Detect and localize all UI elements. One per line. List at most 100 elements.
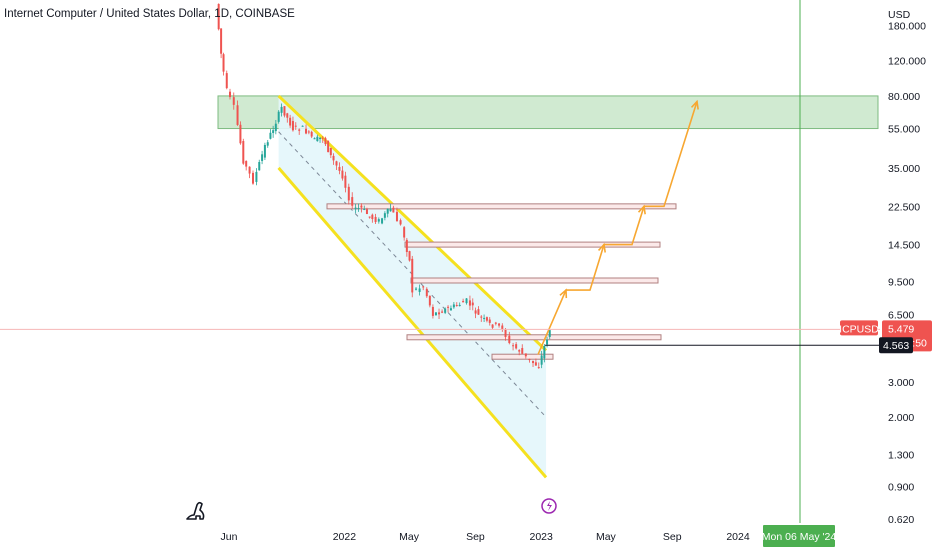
candle-body [225, 73, 228, 89]
candle-body [269, 132, 272, 139]
symbol-tag[interactable] [840, 320, 878, 336]
candle-body [316, 136, 319, 142]
candle-body [392, 207, 395, 213]
candle-body [266, 142, 269, 146]
candle-body [521, 348, 524, 354]
tradingview-logo-icon [186, 501, 205, 520]
candle-body [307, 131, 310, 133]
price-tick-label: 120.000 [888, 56, 926, 68]
channel-lower-line[interactable] [277, 166, 548, 479]
price-tick-label: 35.000 [888, 163, 920, 175]
candle-body [324, 138, 327, 145]
candle-body [515, 344, 518, 349]
candle-body [310, 131, 313, 137]
candle-body [245, 161, 248, 167]
price-tick-label: 0.620 [888, 514, 914, 526]
projection-arrowhead [690, 99, 699, 110]
last-price-value: 5.479 [888, 323, 914, 335]
candle-body [452, 304, 455, 308]
candle-body [368, 216, 371, 218]
time-tick-label: 2023 [530, 531, 554, 543]
price-tick-label: 0.900 [888, 482, 914, 494]
candle-body [286, 113, 289, 118]
lightning-bolt-icon [547, 501, 552, 511]
target-zone[interactable] [217, 95, 879, 130]
candle-body [548, 330, 551, 337]
candle-body [425, 288, 428, 297]
candle-body [232, 97, 235, 105]
candle-body [283, 106, 286, 116]
candle-body [441, 311, 444, 313]
candle-body [261, 154, 264, 161]
candle-body [444, 308, 447, 313]
candle-body [403, 227, 406, 238]
projection-arrowhead [637, 204, 646, 215]
candle-body [239, 124, 242, 144]
candle-body [477, 309, 480, 315]
candle-body [248, 166, 251, 174]
level-box-4[interactable] [404, 241, 661, 248]
candle-body [465, 298, 468, 304]
time-tick-label: Sep [466, 531, 485, 543]
candle-body [365, 209, 368, 215]
candle-body [428, 295, 431, 306]
time-tick-label: Jun [221, 531, 238, 543]
candle-body [298, 129, 301, 131]
time-tick-label: 2024 [726, 531, 750, 543]
candle-body [438, 312, 441, 315]
candle-body [280, 106, 283, 113]
candle-body [501, 325, 504, 330]
level-box-1[interactable] [491, 353, 554, 360]
level-box-5[interactable] [326, 203, 677, 210]
candle-body [524, 353, 527, 357]
candle-body [229, 91, 231, 98]
candle-body [242, 141, 245, 164]
candle-body [504, 329, 507, 338]
candle-body [383, 213, 386, 218]
crosshair-date-tag [763, 525, 835, 547]
candle-body [405, 239, 408, 252]
candle-body [332, 155, 335, 161]
candle-body [449, 308, 452, 311]
price-tick-label: 1.300 [888, 450, 914, 462]
candle-body [319, 137, 322, 140]
candle-body [291, 121, 294, 131]
price-tick-label: 80.000 [888, 91, 920, 103]
crosshair-date-label: Mon 06 May '24 [762, 531, 837, 543]
candle-body [474, 310, 477, 314]
candle-body [274, 123, 277, 132]
candle-body [518, 350, 521, 352]
projection-arrowhead [559, 288, 568, 299]
projection-path[interactable] [537, 101, 698, 355]
candle-body [327, 140, 330, 153]
candle-body [347, 186, 350, 201]
candle-body [272, 130, 275, 133]
price-axis-currency: USD [888, 9, 911, 21]
level-box-2[interactable] [406, 334, 662, 341]
level-box-3[interactable] [410, 277, 659, 284]
price-tick-label: 3.000 [888, 377, 914, 389]
candle-body [462, 300, 465, 303]
candle-body [381, 218, 384, 224]
candle-body [294, 125, 297, 127]
candle-body [263, 144, 266, 158]
candle-body [543, 345, 546, 359]
price-tick-label: 9.500 [888, 276, 914, 288]
candle-body [389, 208, 392, 212]
candle-body [537, 367, 540, 369]
candle-body [386, 208, 389, 214]
symbol-tag-label: ICPUSD [839, 323, 879, 335]
candle-body [418, 288, 421, 292]
candle-body [354, 207, 357, 210]
candle-body [528, 358, 531, 361]
projection-arrowhead [597, 242, 606, 253]
candle-body [351, 197, 354, 206]
candle-body [491, 324, 494, 328]
candle-body [485, 317, 488, 321]
candle-body [431, 306, 434, 316]
candle-body [399, 220, 402, 225]
candle-body [217, 3, 220, 30]
time-tick-label: Sep [663, 531, 682, 543]
